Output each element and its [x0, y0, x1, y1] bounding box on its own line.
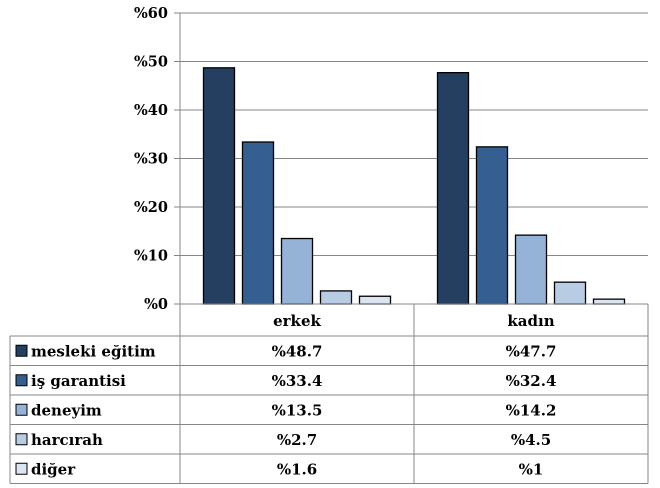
- bar: [514, 234, 548, 305]
- bar: [553, 281, 587, 305]
- y-tick-label: %30: [134, 151, 168, 168]
- legend-key: [15, 374, 28, 387]
- data-label: %33.4: [272, 372, 323, 390]
- legend-label: diğer: [31, 460, 76, 478]
- legend-key: [15, 344, 28, 357]
- data-label: %1: [519, 460, 544, 478]
- legend-label: deneyim: [31, 401, 102, 419]
- bar: [280, 237, 314, 305]
- data-label: %2.7: [277, 431, 317, 449]
- data-label: %13.5: [272, 401, 323, 419]
- y-tick-label: %40: [134, 102, 168, 119]
- data-label: %1.6: [277, 460, 317, 478]
- data-label: %4.5: [511, 431, 551, 449]
- bars: [202, 67, 626, 305]
- y-tick-label: %20: [134, 199, 168, 216]
- category-label: kadın: [507, 312, 554, 330]
- y-tick-label: %0: [144, 296, 168, 313]
- legend-key: [15, 403, 28, 416]
- bar: [475, 146, 509, 305]
- bar: [436, 72, 470, 305]
- bar: [592, 298, 626, 305]
- y-tick-label: %50: [134, 54, 168, 71]
- data-label: %48.7: [272, 342, 323, 360]
- data-label: %32.4: [506, 372, 557, 390]
- data-label: %14.2: [506, 401, 557, 419]
- data-label: %47.7: [506, 342, 557, 360]
- bar: [241, 141, 275, 305]
- legend-label: iş garantisi: [31, 372, 126, 390]
- legend-label: harcırah: [31, 431, 103, 449]
- legend-key: [15, 433, 28, 446]
- category-label: erkek: [273, 312, 321, 330]
- y-tick-label: %10: [134, 248, 168, 265]
- data-table: erkek kadın mesleki eğitim %48.7 %47.7 iş gar…: [9, 303, 649, 484]
- y-axis: %0 %10 %20 %30 %40 %50 %60: [134, 5, 181, 313]
- bar: [358, 295, 392, 305]
- legend-label: mesleki eğitim: [31, 342, 156, 360]
- y-tick-label: %60: [134, 5, 168, 22]
- bar: [202, 67, 236, 305]
- legend-key: [15, 462, 28, 475]
- bar: [319, 290, 353, 305]
